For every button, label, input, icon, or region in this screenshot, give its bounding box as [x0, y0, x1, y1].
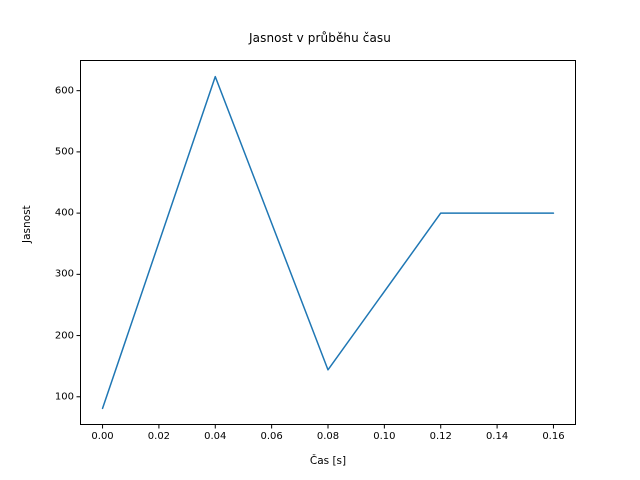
x-tick-label: 0.06 [260, 431, 283, 442]
axes-border [80, 60, 576, 425]
tick-marks [76, 90, 554, 429]
x-tick-label: 0.04 [204, 431, 227, 442]
plot-axes [76, 60, 576, 429]
x-tick-label: 0.14 [485, 431, 509, 442]
x-tick-label: 0.12 [429, 431, 452, 442]
x-tick-label: 0.02 [147, 431, 171, 442]
chart-title: Jasnost v průběhu času [249, 31, 391, 45]
y-tick-label: 400 [54, 207, 74, 219]
y-tick-label: 100 [54, 391, 74, 403]
data-line-jasnost [101, 75, 555, 410]
x-tick-label: 0.16 [542, 431, 565, 442]
x-tick-label: 0.08 [316, 431, 340, 442]
y-axis-label: Jasnost [21, 205, 33, 243]
y-tick-label: 500 [54, 146, 74, 158]
x-tick-label: 0.10 [373, 431, 396, 442]
x-axis-label: Čas [s] [309, 455, 347, 467]
x-tick-label: 0.00 [91, 431, 114, 442]
y-tick-label: 300 [54, 268, 74, 280]
y-tick-label: 600 [54, 85, 74, 97]
axes-background [80, 60, 576, 425]
y-tick-label: 200 [54, 330, 74, 342]
plot-canvas [76, 60, 576, 429]
